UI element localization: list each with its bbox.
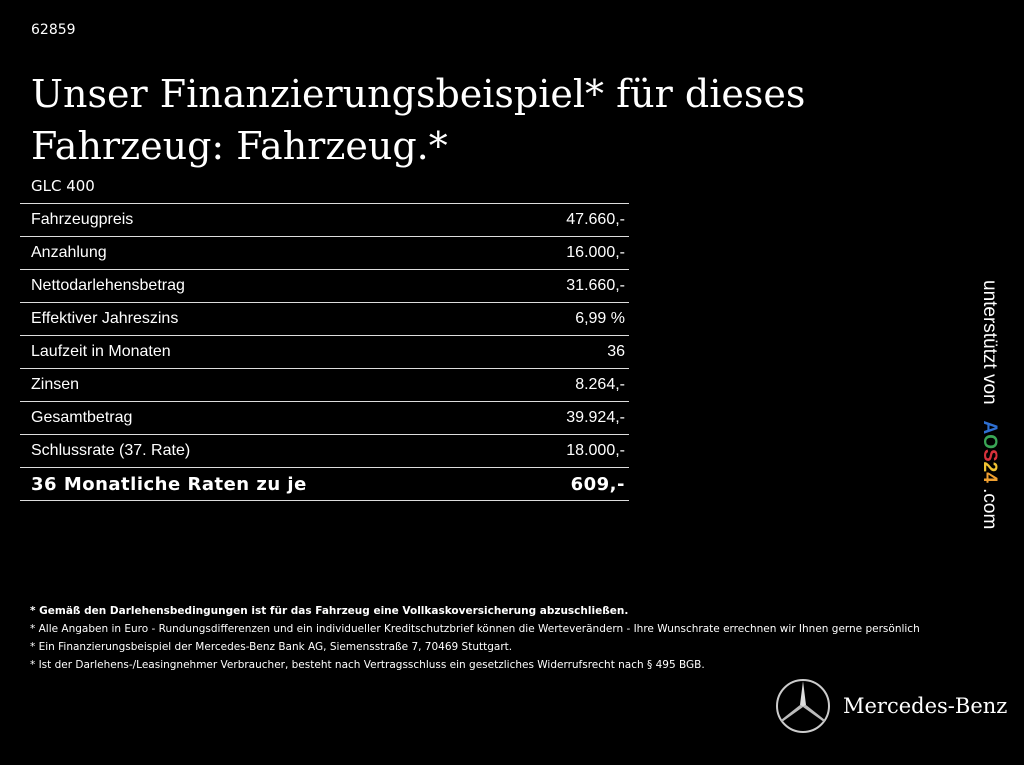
finance-table: Fahrzeugpreis 47.660,- Anzahlung 16.000,- … xyxy=(20,203,629,501)
row-label: Gesamtbetrag xyxy=(31,409,133,426)
row-value: 6,99 % xyxy=(575,310,625,327)
logo-letter: 4 xyxy=(979,472,1000,483)
supported-by-text: unterstützt von xyxy=(979,280,1000,405)
table-row: Schlussrate (37. Rate) 18.000,- xyxy=(20,435,629,468)
row-value: 39.924,- xyxy=(566,409,625,426)
table-row: Fahrzeugpreis 47.660,- xyxy=(20,204,629,237)
row-label: Zinsen xyxy=(31,376,80,393)
aos24-logo: AOS24 xyxy=(979,420,1000,482)
model-name: GLC 400 xyxy=(31,177,95,195)
footnote: * Ein Finanzierungsbeispiel der Mercedes… xyxy=(30,641,513,653)
table-row: Nettodarlehensbetrag 31.660,- xyxy=(20,270,629,303)
table-row: Zinsen 8.264,- xyxy=(20,369,629,402)
total-value: 609,- xyxy=(570,473,625,495)
logo-suffix: .com xyxy=(979,488,1000,530)
listing-id: 62859 xyxy=(31,22,76,38)
row-value: 47.660,- xyxy=(566,211,625,228)
page-title: Unser Finanzierungsbeispiel* für dieses … xyxy=(31,72,806,168)
row-value: 36 xyxy=(607,343,625,360)
row-label: Anzahlung xyxy=(31,244,107,261)
logo-letter: A xyxy=(979,420,1000,435)
mercedes-star-icon xyxy=(776,679,830,733)
table-row: Anzahlung 16.000,- xyxy=(20,237,629,270)
row-label: Laufzeit in Monaten xyxy=(31,343,171,360)
row-label: Schlussrate (37. Rate) xyxy=(31,442,191,459)
table-row: Laufzeit in Monaten 36 xyxy=(20,336,629,369)
row-value: 18.000,- xyxy=(566,442,625,459)
total-row: 36 Monatliche Raten zu je 609,- xyxy=(20,468,629,501)
row-value: 16.000,- xyxy=(566,244,625,261)
row-label: Effektiver Jahreszins xyxy=(31,310,179,327)
row-label: Fahrzeugpreis xyxy=(31,211,134,228)
row-value: 8.264,- xyxy=(575,376,625,393)
footnote: * Alle Angaben in Euro - Rundungsdiffere… xyxy=(30,623,920,635)
logo-letter: S xyxy=(979,448,1000,462)
row-value: 31.660,- xyxy=(566,277,625,294)
brand-name: Mercedes-Benz xyxy=(843,694,1008,718)
table-row: Effektiver Jahreszins 6,99 % xyxy=(20,303,629,336)
logo-letter: O xyxy=(979,434,1000,449)
supported-by-banner: unterstützt von AOS24 .com xyxy=(978,280,1000,529)
table-row: Gesamtbetrag 39.924,- xyxy=(20,402,629,435)
footnote: * Gemäß den Darlehensbedingungen ist für… xyxy=(30,605,629,617)
row-label: Nettodarlehensbetrag xyxy=(31,277,185,294)
logo-letter: 2 xyxy=(979,461,1000,473)
mercedes-benz-logo: Mercedes-Benz xyxy=(775,678,1007,734)
footnotes: * Gemäß den Darlehensbedingungen ist für… xyxy=(30,602,920,674)
footnote: * Ist der Darlehens-/Leasingnehmer Verbr… xyxy=(30,659,705,671)
total-label: 36 Monatliche Raten zu je xyxy=(31,473,307,495)
